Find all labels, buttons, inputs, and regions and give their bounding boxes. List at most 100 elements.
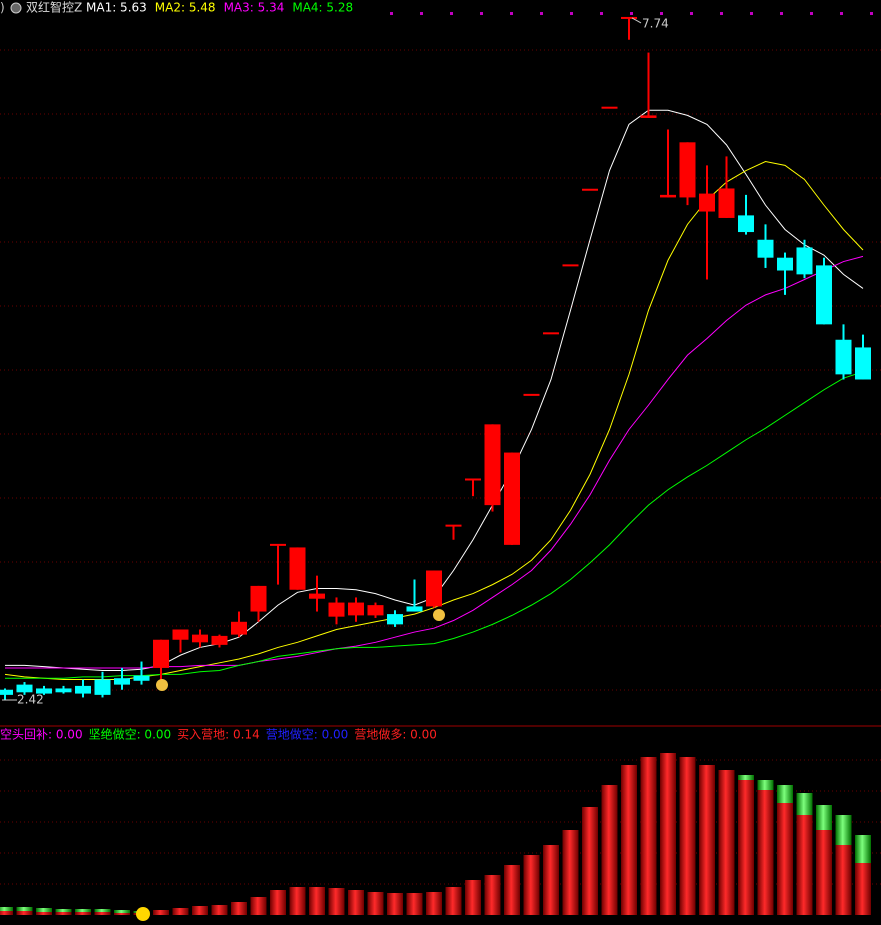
- indicator-bar: [445, 887, 462, 915]
- indicator-bar: [796, 793, 813, 815]
- indicator-bar: [387, 893, 403, 915]
- top-dot: [660, 12, 663, 15]
- indicator-bar: [777, 785, 793, 803]
- indicator-title: 双红智控Z: [26, 0, 82, 15]
- candle-body: [465, 478, 481, 481]
- indicator-bar: [621, 765, 637, 915]
- candle-body: [426, 570, 442, 607]
- candle-body: [192, 634, 208, 643]
- indicator-bar: [777, 803, 793, 915]
- candle-body: [270, 543, 286, 546]
- marks: 7.74 2.42: [0, 16, 871, 915]
- indicator-bar: [699, 765, 715, 915]
- indicator-bar: [484, 875, 501, 915]
- indicator-bar: [16, 911, 33, 915]
- candle-body: [504, 452, 520, 545]
- indicator-bar: [0, 907, 13, 911]
- candle-body: [289, 547, 306, 590]
- candle-body: [16, 684, 33, 693]
- candle-body: [640, 115, 657, 118]
- indicator-bar: [55, 909, 72, 912]
- candle-body: [523, 393, 540, 396]
- top-dot: [810, 12, 813, 15]
- indicator-bar: [114, 913, 130, 915]
- indicator-bar: [835, 845, 852, 915]
- top-dot: [870, 12, 873, 15]
- indicator-bar: [738, 775, 754, 780]
- indicator-bar: [55, 912, 72, 915]
- indicator-bar: [16, 907, 33, 911]
- top-dot: [720, 12, 723, 15]
- candle-body: [660, 194, 676, 198]
- indicator-bar: [504, 865, 520, 915]
- candle-body: [777, 257, 793, 271]
- candle-body: [718, 188, 735, 218]
- indicator-bar: [796, 815, 813, 915]
- legend-entry: MA4: 5.28: [292, 1, 353, 15]
- indicator-bar: [231, 902, 247, 915]
- low-label: 2.42: [17, 693, 44, 707]
- indicator-bar: [36, 912, 52, 915]
- candle-body: [55, 688, 72, 693]
- candle-body: [36, 688, 52, 694]
- candle-body: [601, 106, 618, 109]
- indicator-bar: [426, 892, 442, 915]
- legend-entry: 买入营地: 0.14: [177, 728, 260, 742]
- candle-body: [153, 639, 169, 668]
- indicator-bar: [75, 909, 91, 912]
- top-dot: [600, 12, 603, 15]
- indicator-bar: [36, 908, 52, 912]
- candle-body: [796, 247, 813, 275]
- indicator-bar: [816, 830, 832, 915]
- candle-body: [679, 142, 696, 198]
- candle-body: [211, 635, 228, 645]
- indicator-bar: [192, 906, 208, 915]
- indicator-bar: [835, 815, 852, 845]
- indicator-bar: [153, 910, 169, 915]
- indicator-bar: [679, 757, 696, 915]
- legend-entry: MA1: 5.63: [86, 1, 147, 15]
- ma-line: [5, 255, 864, 669]
- indicator-bar: [172, 908, 189, 915]
- indicator-bar: [211, 905, 228, 915]
- candle-body: [133, 675, 150, 681]
- candle-body: [94, 679, 111, 695]
- indicator-bar: [0, 911, 13, 915]
- top-dot: [390, 12, 393, 15]
- legend-entry: 坚绝做空: 0.00: [89, 727, 172, 742]
- indicator-bar: [289, 887, 306, 915]
- indicator-bar: [465, 880, 481, 915]
- top-dot: [570, 12, 573, 15]
- top-dot: [690, 12, 693, 15]
- ma-legend: MA1: 5.63 MA2: 5.48 MA3: 5.34 MA4: 5.28: [86, 1, 353, 15]
- candle-body: [114, 678, 130, 685]
- indicator-bar: [114, 910, 130, 913]
- indicator-bar: [855, 863, 871, 915]
- candle-body: [445, 524, 462, 527]
- indicator-bar: [367, 892, 384, 915]
- legend-entry: 空头回补: 0.00: [0, 728, 83, 742]
- indicator-bar: [309, 887, 325, 915]
- ma-line: [5, 371, 864, 679]
- indicator-bar: [640, 757, 657, 915]
- top-dot: [510, 12, 513, 15]
- indicator-bar: [270, 890, 286, 915]
- candle-body: [0, 689, 13, 695]
- indicator-bar: [406, 893, 423, 915]
- legend-entry: MA2: 5.48: [155, 1, 216, 15]
- indicator-bar: [660, 753, 676, 915]
- indicator-bar: [757, 790, 774, 915]
- candle-body: [699, 193, 715, 212]
- candle-body: [816, 265, 832, 325]
- candle-body: [348, 602, 364, 616]
- indicator-bar: [855, 835, 871, 863]
- indicator-bar: [94, 909, 111, 912]
- candle-body: [738, 215, 754, 233]
- top-dot: [840, 12, 843, 15]
- top-dot: [480, 12, 483, 15]
- candle-body: [309, 593, 325, 599]
- indicator-bar: [718, 770, 735, 915]
- candle-body: [562, 264, 579, 267]
- candle-body: [582, 188, 598, 191]
- candle-body: [835, 339, 852, 375]
